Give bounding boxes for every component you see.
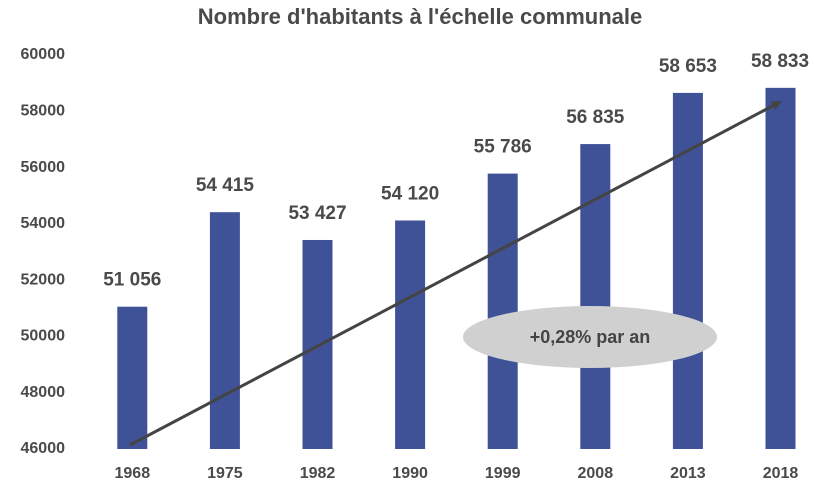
bar <box>487 173 518 449</box>
bar <box>209 212 240 449</box>
y-tick-label: 46000 <box>21 440 66 457</box>
y-tick-label: 58000 <box>21 103 66 120</box>
value-label: 58 833 <box>751 51 809 72</box>
x-tick-label: 1999 <box>485 465 521 482</box>
y-tick-label: 52000 <box>21 271 66 288</box>
bars <box>117 87 796 449</box>
chart-title: Nombre d'habitants à l'échelle communale <box>198 4 642 29</box>
value-label: 54 120 <box>381 183 439 204</box>
value-label: 55 786 <box>474 137 532 158</box>
value-label: 51 056 <box>103 270 161 291</box>
value-label: 56 835 <box>566 107 625 128</box>
y-tick-label: 56000 <box>21 159 66 176</box>
y-tick-label: 48000 <box>21 384 66 401</box>
y-tick-label: 50000 <box>21 328 66 345</box>
value-label: 53 427 <box>288 203 346 224</box>
annotation-bubble <box>463 306 717 368</box>
x-tick-label: 1968 <box>115 465 151 482</box>
bar <box>580 144 611 449</box>
y-tick-label: 54000 <box>21 215 66 232</box>
x-tick-label: 1990 <box>392 465 428 482</box>
y-tick-label: 60000 <box>21 46 66 63</box>
x-tick-label: 2008 <box>578 465 614 482</box>
value-label: 54 415 <box>196 175 255 196</box>
bar <box>765 87 796 449</box>
x-tick-label: 1982 <box>300 465 336 482</box>
bar <box>117 306 148 449</box>
x-tick-label: 2013 <box>670 465 706 482</box>
bar <box>395 220 426 449</box>
x-tick-label: 2018 <box>763 465 799 482</box>
annotation: +0,28% par an <box>530 327 651 347</box>
value-label: 58 653 <box>659 56 717 77</box>
trend-arrow <box>129 100 782 447</box>
x-tick-label: 1975 <box>207 465 243 482</box>
